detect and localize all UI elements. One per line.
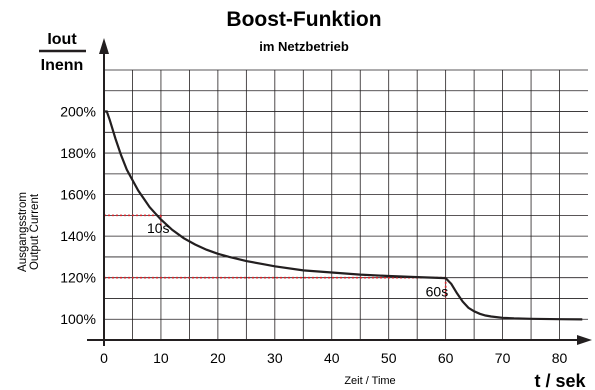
series-line bbox=[104, 110, 583, 321]
y-axis-label: Ausgangsstrom Output Current bbox=[17, 192, 41, 272]
x-tick-label: 50 bbox=[381, 350, 397, 366]
y-tick-label: 200% bbox=[60, 104, 96, 120]
y-tick-label: 180% bbox=[60, 145, 96, 161]
x-tick-label: 70 bbox=[495, 350, 511, 366]
y-tick-label: 160% bbox=[60, 187, 96, 203]
marker-labels: 10s 60s bbox=[147, 220, 448, 299]
x-axis-label: Zeit / Time bbox=[344, 375, 395, 387]
x-tick-label: 30 bbox=[267, 350, 283, 366]
x-tick-label: 10 bbox=[153, 350, 169, 366]
ratio-denominator: Inenn bbox=[41, 57, 84, 74]
x-tick-label: 0 bbox=[100, 350, 108, 366]
x-axis-arrow bbox=[577, 335, 592, 345]
axes bbox=[87, 38, 592, 346]
x-tick-label: 40 bbox=[324, 350, 340, 366]
x-tick-label: 20 bbox=[210, 350, 226, 366]
x-tick-labels: 0 10 20 30 40 50 60 70 80 bbox=[100, 350, 567, 366]
x-tick-label: 80 bbox=[552, 350, 568, 366]
marker-label: 10s bbox=[147, 220, 170, 236]
grid bbox=[104, 69, 588, 341]
y-tick-labels: 100% 120% 140% 160% 180% 200% bbox=[60, 104, 96, 328]
y-axis-label-line-2: Output Current bbox=[29, 193, 41, 270]
y-tick-label: 140% bbox=[60, 228, 96, 244]
x-tick-label: 60 bbox=[438, 350, 454, 366]
y-axis-arrow bbox=[99, 38, 109, 54]
y-axis-label-line-1: Ausgangsstrom bbox=[17, 192, 29, 272]
y-tick-label: 120% bbox=[60, 270, 96, 286]
y-tick-label: 100% bbox=[60, 311, 96, 327]
ratio-numerator: Iout bbox=[47, 31, 77, 48]
x-axis-unit: t / sek bbox=[534, 371, 586, 390]
chart-title: Boost-Funktion bbox=[226, 8, 381, 31]
chart-subtitle: im Netzbetrieb bbox=[259, 39, 349, 54]
marker-label: 60s bbox=[426, 283, 449, 299]
